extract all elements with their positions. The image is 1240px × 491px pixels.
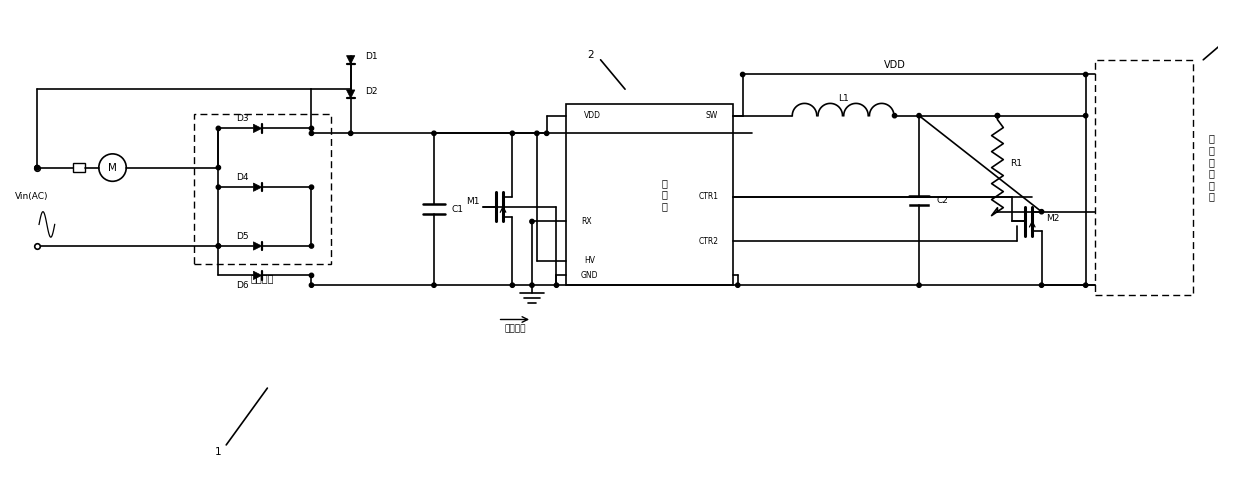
Circle shape (432, 283, 436, 287)
Bar (73, 163, 86, 172)
Circle shape (916, 113, 921, 118)
Text: 1: 1 (215, 447, 222, 457)
Circle shape (1084, 72, 1087, 77)
Text: M2: M2 (1047, 214, 1060, 223)
Circle shape (216, 244, 221, 248)
Circle shape (309, 126, 314, 131)
Circle shape (916, 283, 921, 287)
Text: VDD: VDD (584, 111, 601, 120)
Polygon shape (253, 183, 262, 191)
Text: 2: 2 (588, 50, 594, 60)
Circle shape (309, 185, 314, 190)
Text: CTR2: CTR2 (698, 237, 718, 246)
Polygon shape (346, 55, 355, 64)
Text: C1: C1 (451, 205, 464, 214)
Circle shape (529, 219, 534, 223)
Circle shape (740, 72, 745, 77)
Text: 钳
位
控
制
模
块: 钳 位 控 制 模 块 (1208, 134, 1214, 202)
Circle shape (35, 165, 40, 170)
Circle shape (893, 113, 897, 118)
Text: VDD: VDD (884, 60, 905, 70)
Text: D6: D6 (237, 281, 249, 290)
Text: HV: HV (584, 256, 595, 265)
Circle shape (1084, 283, 1087, 287)
Polygon shape (253, 242, 262, 250)
Text: M: M (108, 163, 117, 173)
Text: C2: C2 (936, 196, 949, 205)
Circle shape (35, 165, 40, 170)
Circle shape (1039, 283, 1044, 287)
Text: 整流模块: 整流模块 (250, 273, 274, 283)
Bar (567, 104, 733, 285)
Text: D2: D2 (366, 86, 378, 96)
Text: D1: D1 (366, 53, 378, 61)
Circle shape (554, 283, 558, 287)
Polygon shape (253, 271, 262, 279)
Text: Vin(AC): Vin(AC) (15, 192, 48, 201)
Circle shape (534, 131, 539, 136)
Circle shape (432, 131, 436, 136)
Circle shape (544, 131, 549, 136)
Circle shape (309, 131, 314, 136)
Text: GND: GND (582, 271, 599, 280)
Text: D4: D4 (237, 173, 249, 182)
Text: 控
制
器: 控 制 器 (661, 178, 667, 211)
Circle shape (309, 273, 314, 277)
Text: CTR1: CTR1 (698, 192, 718, 201)
Circle shape (216, 244, 221, 248)
Text: L1: L1 (838, 93, 848, 103)
Circle shape (309, 283, 314, 287)
Circle shape (216, 126, 221, 131)
Circle shape (216, 165, 221, 170)
Circle shape (309, 244, 314, 248)
Circle shape (1084, 113, 1087, 118)
Text: M1: M1 (466, 197, 480, 206)
Circle shape (996, 113, 999, 118)
Polygon shape (346, 90, 355, 98)
Text: D3: D3 (237, 114, 249, 123)
Text: SW: SW (706, 111, 718, 120)
Circle shape (348, 131, 353, 136)
Text: D5: D5 (237, 232, 249, 241)
Circle shape (1039, 210, 1044, 214)
Circle shape (510, 283, 515, 287)
Text: RX: RX (582, 217, 591, 226)
Circle shape (735, 283, 740, 287)
Circle shape (216, 185, 221, 190)
Circle shape (996, 113, 999, 118)
Circle shape (510, 131, 515, 136)
Polygon shape (253, 124, 262, 133)
Text: R1: R1 (1011, 159, 1022, 168)
Text: 调速信号: 调速信号 (505, 325, 526, 334)
Circle shape (529, 283, 534, 287)
